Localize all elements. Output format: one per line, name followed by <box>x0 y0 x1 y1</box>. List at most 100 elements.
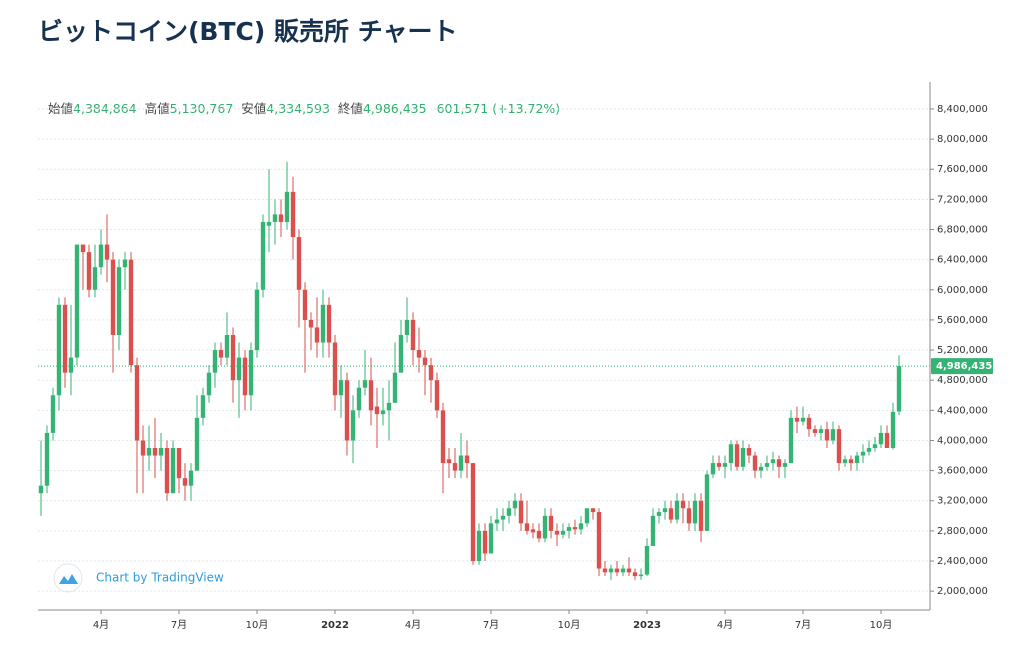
candle-body <box>266 221 272 226</box>
y-tick-label: 7,600,000 <box>937 164 988 175</box>
candle-body <box>848 459 854 464</box>
candle-body <box>710 463 716 475</box>
plot: 2,000,000 2,400,000 2,800,000 3,200,000 3,60… <box>38 82 993 631</box>
candle-body <box>836 429 842 464</box>
candle-body <box>380 410 386 415</box>
candle-body <box>860 451 866 456</box>
candle-body <box>488 523 494 554</box>
candle-body <box>668 508 674 520</box>
candle-body <box>128 259 134 366</box>
candle-body <box>458 455 464 471</box>
candle-body <box>500 515 506 520</box>
candle-body <box>410 319 416 351</box>
candle-body <box>326 304 332 343</box>
y-tick-label: 2,400,000 <box>937 556 988 567</box>
candle-body <box>218 350 224 358</box>
candle-body <box>842 459 848 464</box>
candle-body <box>542 515 548 539</box>
candle-body <box>308 319 314 328</box>
candle-body <box>182 478 188 486</box>
candle-body <box>530 529 536 533</box>
candle-body <box>536 530 542 539</box>
legend-value: 4,384,864 <box>73 101 137 116</box>
y-tick-label: 6,000,000 <box>937 285 988 296</box>
candle-body <box>332 342 338 396</box>
y-tick-label: 3,600,000 <box>937 466 988 477</box>
candle-body <box>788 417 794 464</box>
candle-body <box>518 500 524 524</box>
candle-body <box>584 508 590 524</box>
candle-body <box>830 429 836 441</box>
candle-body <box>314 327 320 343</box>
candle-body <box>512 500 518 509</box>
candle-body <box>866 448 872 452</box>
candle-body <box>680 500 686 509</box>
candle-body <box>476 530 482 562</box>
candle-body <box>386 402 392 411</box>
candle-body <box>524 523 530 531</box>
x-tick-label: 10月 <box>558 619 581 631</box>
candle-body <box>602 568 608 573</box>
candle-body <box>698 500 704 531</box>
candle-body <box>230 334 236 381</box>
candle-body <box>104 244 110 260</box>
candle-body <box>434 380 440 411</box>
y-tick-label: 3,200,000 <box>937 496 988 507</box>
candle-body <box>446 459 452 464</box>
watermark[interactable]: Chart by TradingView <box>53 563 224 593</box>
candle-body <box>116 267 122 335</box>
candle-body <box>260 221 266 290</box>
candle-body <box>812 429 818 433</box>
candle-body <box>110 259 116 335</box>
candle-body <box>164 448 170 494</box>
y-tick-label: 6,400,000 <box>937 255 988 266</box>
candle-body <box>752 455 758 471</box>
candle-body <box>38 485 44 494</box>
candle-body <box>158 448 164 456</box>
page-title: ビットコイン(BTC) 販売所 チャート <box>38 17 458 46</box>
x-tick-label: 10月 <box>870 619 893 631</box>
candle-body <box>806 417 812 430</box>
legend-label: 安値 <box>241 101 266 116</box>
candle-body <box>374 406 380 415</box>
candle-body <box>662 508 668 513</box>
candle-body <box>338 380 344 396</box>
candle-body <box>506 508 512 516</box>
candle-body <box>86 252 92 290</box>
candle-body <box>62 304 68 373</box>
legend-label: 終値 <box>338 101 363 116</box>
candle-body <box>746 448 752 456</box>
candle-body <box>644 545 650 575</box>
candle-body <box>776 459 782 467</box>
candle-body <box>626 568 632 573</box>
legend-change: 601,571 <box>437 101 489 116</box>
candle-body <box>422 357 428 366</box>
legend-label: 高値 <box>145 101 170 116</box>
candle-body <box>758 466 764 471</box>
y-tick-label: 4,000,000 <box>937 435 988 446</box>
candle-body <box>236 357 242 381</box>
y-tick-label: 8,400,000 <box>937 104 988 115</box>
x-tick-label: 4月 <box>405 619 421 631</box>
candle-body <box>146 448 152 456</box>
candle-body <box>596 512 602 569</box>
legend-label: 始値 <box>48 101 73 116</box>
candle-body <box>734 444 740 467</box>
candle-body <box>302 289 308 320</box>
candle-body <box>290 191 296 238</box>
candle-body <box>590 508 596 513</box>
candle-body <box>362 380 368 388</box>
candle-body <box>296 237 302 290</box>
candle-body <box>782 463 788 467</box>
candle-body <box>212 350 218 373</box>
candle-body <box>398 334 404 373</box>
legend-value: 4,334,593 <box>266 101 330 116</box>
x-tick-label: 10月 <box>246 619 269 631</box>
y-tick-label: 8,000,000 <box>937 134 988 145</box>
y-tick-label: 2,000,000 <box>937 586 988 597</box>
y-tick-label: 5,600,000 <box>937 315 988 326</box>
candle-body <box>176 448 182 479</box>
candle-body <box>206 372 212 396</box>
candle-body <box>578 523 584 530</box>
